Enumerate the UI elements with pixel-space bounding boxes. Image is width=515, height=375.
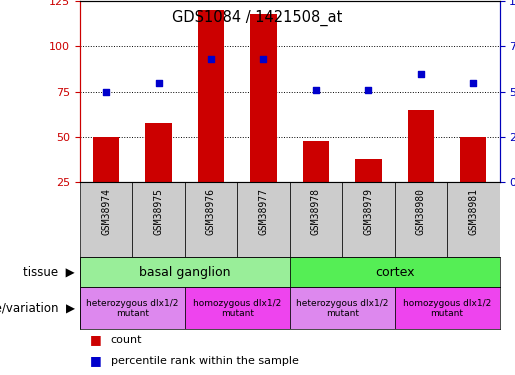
Text: GSM38978: GSM38978 [311, 188, 321, 235]
Bar [80, 257, 289, 287]
Bar [289, 287, 394, 329]
Bar [460, 137, 487, 182]
Bar [250, 14, 277, 182]
Text: ■: ■ [90, 354, 102, 367]
Text: count: count [111, 335, 142, 345]
Bar [132, 182, 185, 257]
Text: GSM38974: GSM38974 [101, 188, 111, 235]
Point [469, 80, 477, 86]
Bar [237, 182, 289, 257]
Bar [355, 159, 382, 182]
Bar [93, 137, 119, 182]
Point [417, 70, 425, 76]
Bar [394, 182, 447, 257]
Text: cortex: cortex [375, 266, 415, 279]
Bar [289, 182, 342, 257]
Bar [185, 287, 289, 329]
Text: GDS1084 / 1421508_at: GDS1084 / 1421508_at [173, 9, 342, 26]
Bar [198, 10, 224, 182]
Bar [394, 287, 500, 329]
Point [154, 80, 163, 86]
Text: GSM38976: GSM38976 [206, 188, 216, 235]
Bar [145, 123, 171, 182]
Text: heterozygous dlx1/2
mutant: heterozygous dlx1/2 mutant [296, 298, 388, 318]
Text: homozygous dlx1/2
mutant: homozygous dlx1/2 mutant [193, 298, 281, 318]
Point [207, 56, 215, 62]
Bar [408, 110, 434, 182]
Bar [185, 182, 237, 257]
Text: GSM38981: GSM38981 [468, 188, 478, 235]
Point [364, 87, 372, 93]
Text: homozygous dlx1/2
mutant: homozygous dlx1/2 mutant [403, 298, 491, 318]
Point [102, 89, 110, 95]
Text: tissue  ▶: tissue ▶ [23, 266, 75, 279]
Text: GSM38975: GSM38975 [153, 188, 164, 235]
Point [260, 56, 268, 62]
Text: basal ganglion: basal ganglion [139, 266, 231, 279]
Text: GSM38980: GSM38980 [416, 188, 426, 235]
Bar [80, 287, 185, 329]
Text: GSM38977: GSM38977 [259, 188, 268, 235]
Text: percentile rank within the sample: percentile rank within the sample [111, 356, 299, 366]
Bar [80, 182, 132, 257]
Bar [342, 182, 394, 257]
Text: genotype/variation  ▶: genotype/variation ▶ [0, 302, 75, 315]
Bar [303, 141, 329, 182]
Bar [289, 257, 500, 287]
Text: GSM38979: GSM38979 [364, 188, 373, 235]
Text: ■: ■ [90, 333, 102, 346]
Point [312, 87, 320, 93]
Text: heterozygous dlx1/2
mutant: heterozygous dlx1/2 mutant [86, 298, 179, 318]
Bar [447, 182, 500, 257]
